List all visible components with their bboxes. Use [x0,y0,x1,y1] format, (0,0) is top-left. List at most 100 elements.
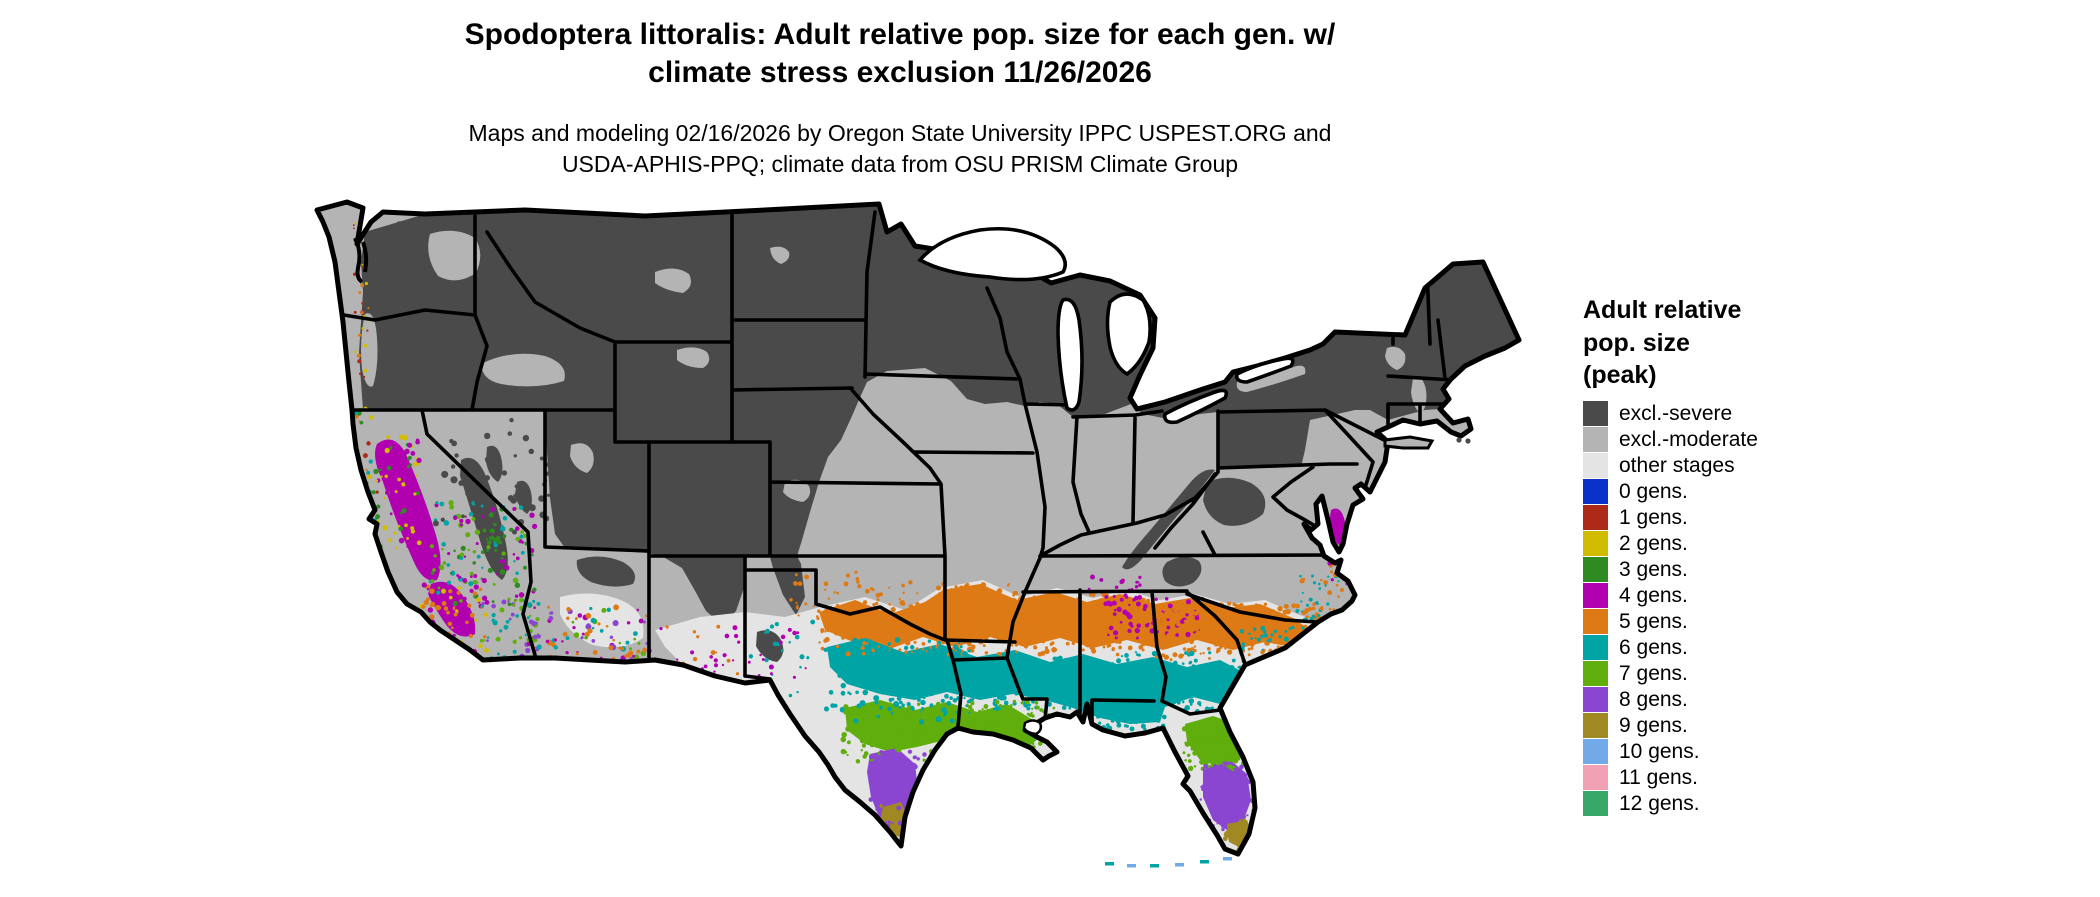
speckle [1008,674,1012,677]
speckle [569,686,574,690]
speckle [1032,595,1036,599]
speckle [509,417,514,423]
speckle [359,508,364,513]
speckle [1247,847,1250,850]
speckle [1293,647,1297,650]
speckle [1215,732,1221,738]
speckle [1236,703,1242,709]
speckle [622,681,627,686]
speckle [1069,600,1074,605]
speckle [886,741,891,746]
speckle [441,542,446,547]
speckle [1239,831,1243,836]
speckle [1010,711,1015,716]
speckle [564,677,570,683]
speckle [408,455,412,460]
speckle [1146,665,1151,670]
speckle [484,432,491,440]
speckle [555,664,561,669]
speckle [592,650,598,655]
speckle [914,815,920,821]
speckle [491,603,496,609]
speckle [430,601,436,607]
speckle [788,641,791,644]
speckle [862,641,867,646]
speckle [375,479,379,483]
speckle [941,683,946,688]
speckle [422,624,426,629]
speckle [1193,645,1197,648]
speckle [1031,714,1035,718]
speckle [1093,691,1099,697]
speckle [1283,636,1289,642]
speckle [507,602,512,607]
speckle [917,702,921,706]
speckle [1185,627,1188,631]
speckle [1337,595,1340,598]
speckle [1211,739,1215,743]
speckle [1017,613,1023,619]
speckle [577,613,583,618]
speckle [536,601,541,606]
speckle [513,559,516,563]
speckle [406,537,409,540]
speckle [1041,611,1046,616]
speckle [1224,647,1227,650]
speckle [908,634,913,639]
speckle [1239,764,1244,770]
speckle [571,620,575,624]
speckle [977,691,982,696]
speckle [500,525,505,529]
speckle [1238,813,1241,816]
speckle [1037,741,1043,746]
speckle [484,456,492,464]
speckle [869,737,873,741]
speckle [1358,548,1361,552]
speckle [512,577,519,584]
speckle [1352,555,1356,559]
speckle [1024,600,1029,605]
speckle [1330,578,1334,582]
speckle [1142,643,1146,647]
speckle [957,627,962,632]
speckle [1014,713,1019,718]
speckle [1128,603,1131,607]
speckle [1072,608,1076,612]
speckle [931,648,937,654]
speckle [1026,712,1030,716]
speckle [565,661,569,665]
speckle [587,691,593,697]
speckle [523,565,527,570]
speckle [879,749,884,755]
speckle [376,603,381,608]
speckle [989,616,994,620]
severe-patch-1 [1203,477,1266,526]
speckle [921,648,925,651]
speckle [596,687,602,692]
speckle [1065,599,1069,603]
speckle [984,694,989,699]
title-line-1: Spodoptera littoralis: Adult relative po… [464,18,1336,51]
speckle [475,597,481,603]
speckle [1037,634,1044,640]
speckle [1116,682,1119,685]
speckle [826,611,831,616]
speckle [480,504,484,508]
speckle [446,563,451,567]
speckle [943,727,949,733]
speckle [982,644,986,648]
speckle [1152,662,1156,665]
speckle [367,538,372,543]
speckle [1225,791,1228,795]
speckle [1229,820,1232,824]
speckle [1034,692,1038,695]
speckle [946,701,952,706]
speckle [862,600,868,605]
speckle [1330,570,1333,574]
speckle [1154,679,1158,683]
speckle [955,711,958,714]
speckle [1002,675,1008,682]
speckle [769,672,773,676]
speckle [840,736,847,743]
speckle [1258,623,1261,627]
